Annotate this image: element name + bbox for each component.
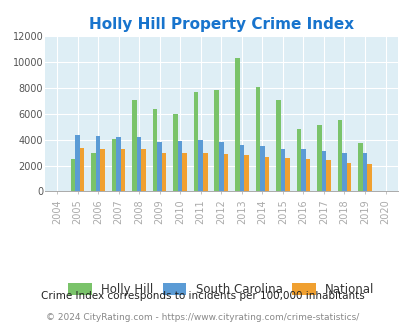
Bar xyxy=(111,139,116,191)
Bar xyxy=(301,149,305,191)
Bar xyxy=(357,143,362,191)
Bar xyxy=(362,153,367,191)
Bar xyxy=(280,149,284,191)
Bar xyxy=(116,137,121,191)
Bar xyxy=(275,100,280,191)
Bar xyxy=(346,163,350,191)
Bar xyxy=(79,148,84,191)
Bar xyxy=(177,141,182,191)
Bar xyxy=(182,153,187,191)
Bar xyxy=(316,125,321,191)
Bar xyxy=(264,156,269,191)
Bar xyxy=(162,152,166,191)
Bar xyxy=(239,145,243,191)
Bar xyxy=(153,109,157,191)
Bar xyxy=(173,114,177,191)
Bar xyxy=(132,100,136,191)
Bar xyxy=(75,135,79,191)
Bar xyxy=(321,151,325,191)
Bar xyxy=(100,149,104,191)
Bar xyxy=(96,137,100,191)
Bar xyxy=(255,87,260,191)
Title: Holly Hill Property Crime Index: Holly Hill Property Crime Index xyxy=(88,17,353,32)
Bar xyxy=(325,160,330,191)
Bar xyxy=(136,137,141,191)
Bar xyxy=(141,149,145,191)
Bar xyxy=(121,149,125,191)
Bar xyxy=(157,142,162,191)
Text: Crime Index corresponds to incidents per 100,000 inhabitants: Crime Index corresponds to incidents per… xyxy=(41,291,364,301)
Text: © 2024 CityRating.com - https://www.cityrating.com/crime-statistics/: © 2024 CityRating.com - https://www.city… xyxy=(46,313,359,322)
Bar xyxy=(202,153,207,191)
Bar xyxy=(223,154,228,191)
Bar xyxy=(70,159,75,191)
Bar xyxy=(341,152,346,191)
Bar xyxy=(337,120,341,191)
Bar xyxy=(198,140,202,191)
Bar xyxy=(305,159,309,191)
Bar xyxy=(260,146,264,191)
Bar xyxy=(296,129,301,191)
Bar xyxy=(194,92,198,191)
Legend: Holly Hill, South Carolina, National: Holly Hill, South Carolina, National xyxy=(63,278,378,300)
Bar xyxy=(243,155,248,191)
Bar xyxy=(91,153,96,191)
Bar xyxy=(214,90,218,191)
Bar xyxy=(284,158,289,191)
Bar xyxy=(218,142,223,191)
Bar xyxy=(367,164,371,191)
Bar xyxy=(234,58,239,191)
